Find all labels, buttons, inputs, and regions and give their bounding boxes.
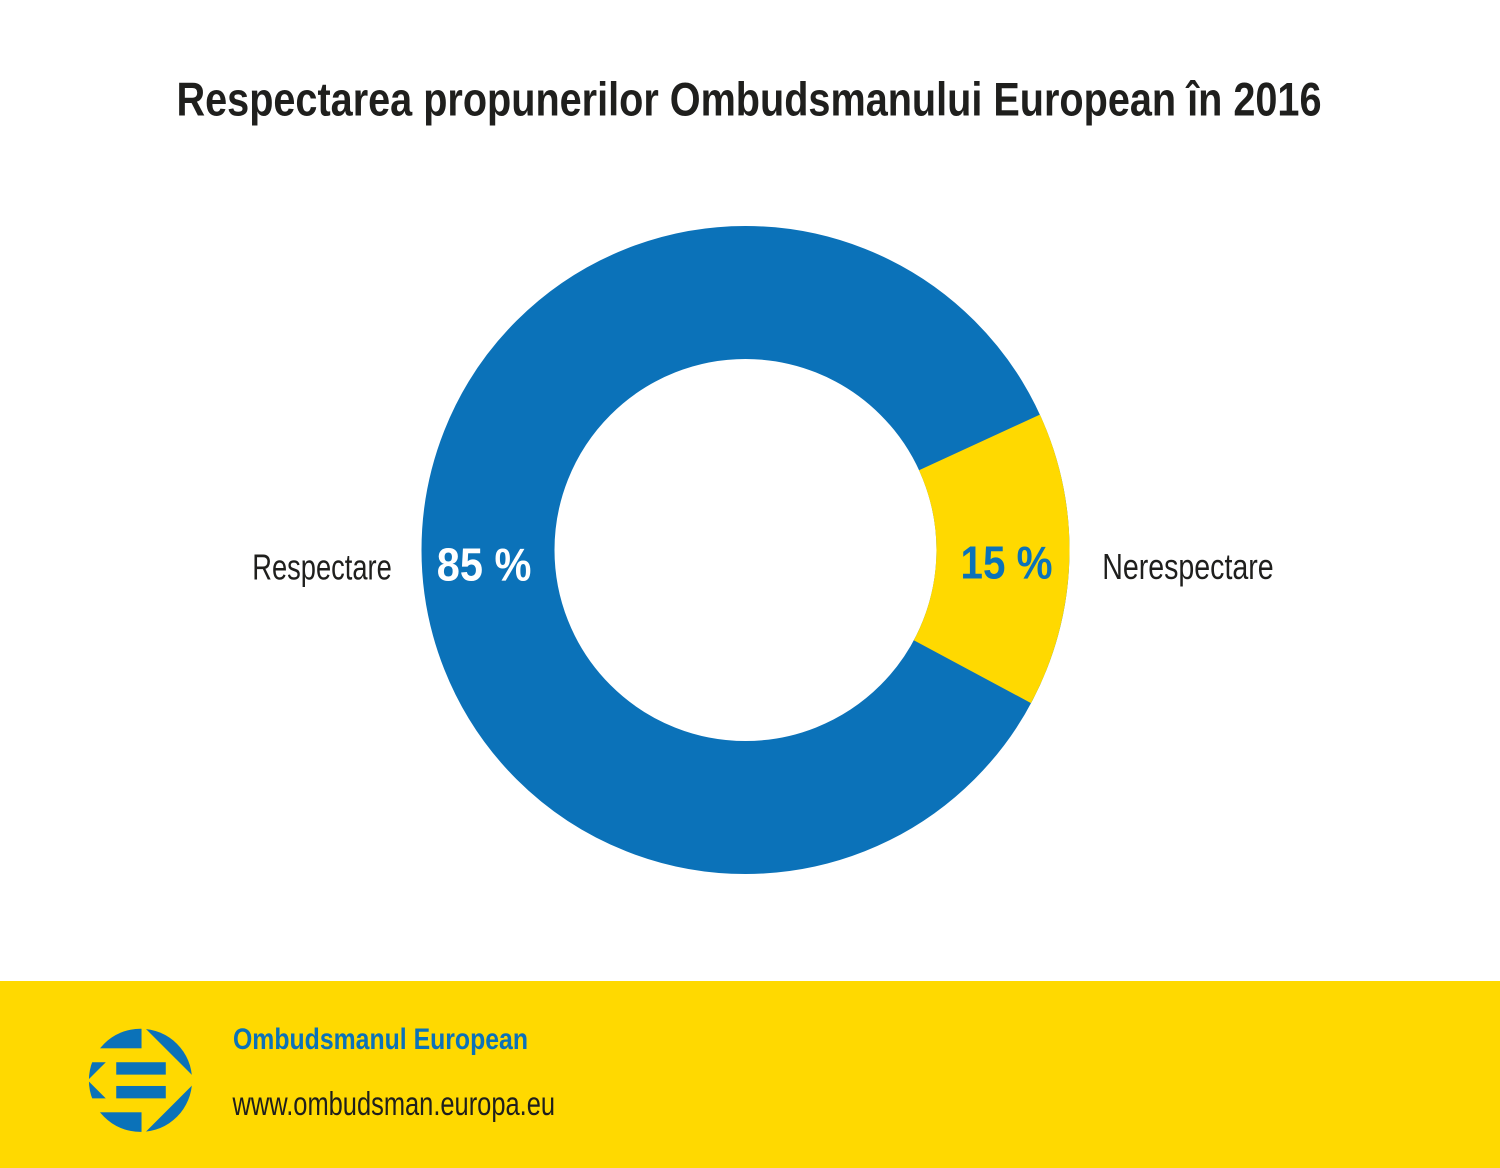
svg-text:15 %: 15 % [961, 537, 1053, 589]
svg-text:85 %: 85 % [437, 539, 532, 591]
svg-text:www.ombudsman.europa.eu: www.ombudsman.europa.eu [232, 1086, 555, 1123]
svg-text:Ombudsmanul European: Ombudsmanul European [233, 1023, 528, 1056]
svg-text:Respectare: Respectare [252, 547, 391, 588]
svg-text:Respectarea propunerilor Ombud: Respectarea propunerilor Ombudsmanului E… [177, 73, 1322, 126]
svg-text:Nerespectare: Nerespectare [1102, 546, 1274, 587]
